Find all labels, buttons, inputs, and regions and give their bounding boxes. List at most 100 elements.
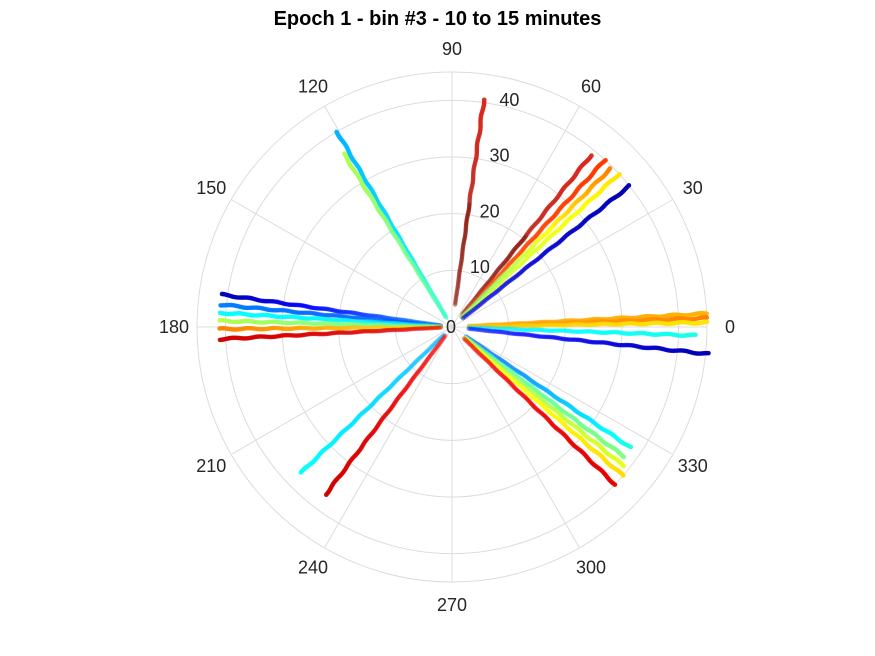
data-point [474, 343, 480, 349]
data-point [464, 309, 470, 315]
data-point [473, 323, 479, 329]
data-point [431, 325, 436, 331]
data-point [704, 311, 709, 316]
data-point [465, 338, 470, 343]
data-point [427, 324, 433, 330]
data-point [434, 322, 440, 328]
data-point [464, 338, 470, 344]
data-point [484, 323, 490, 329]
r-tick-label: 40 [499, 90, 519, 110]
data-point [436, 324, 442, 329]
data-point [438, 323, 444, 328]
data-point [473, 327, 479, 332]
data-point [462, 314, 467, 320]
data-point [465, 304, 471, 310]
data-point [462, 312, 468, 318]
data-point [603, 157, 608, 163]
data-point [484, 328, 489, 334]
data-point [429, 323, 435, 329]
data-point [484, 322, 490, 328]
data-point [441, 310, 446, 315]
data-point [470, 345, 476, 350]
data-point [480, 325, 486, 331]
data-point [474, 341, 479, 346]
data-point [473, 324, 479, 329]
data-point [473, 342, 478, 348]
data-point [431, 322, 437, 327]
data-point [626, 183, 632, 188]
data-point [628, 444, 634, 450]
data-point [466, 336, 472, 341]
data-point [439, 309, 445, 314]
data-point [438, 323, 444, 329]
data-point [467, 307, 472, 312]
data-point [427, 324, 433, 329]
data-point [469, 338, 475, 343]
data-point [431, 342, 436, 347]
data-point [470, 326, 475, 332]
data-point [469, 309, 474, 314]
data-point [475, 324, 481, 329]
data-point [441, 312, 447, 317]
theta-grid-spoke [230, 326, 453, 455]
data-point [440, 336, 446, 342]
data-point [469, 304, 475, 310]
data-point [436, 323, 442, 329]
data-point [435, 338, 440, 344]
data-point [475, 323, 481, 329]
data-point [466, 311, 471, 317]
data-point [472, 323, 477, 329]
data-point [479, 323, 484, 329]
data-point [469, 340, 475, 346]
data-point [453, 295, 459, 300]
data-point [217, 326, 222, 331]
data-point [463, 337, 468, 343]
data-point [453, 296, 459, 302]
data-point [427, 325, 433, 331]
data-points [217, 97, 711, 498]
data-point [463, 334, 469, 339]
data-point [472, 340, 478, 345]
data-point [429, 324, 435, 330]
data-point [460, 315, 465, 320]
data-point [480, 323, 486, 329]
data-point [436, 324, 442, 330]
data-point [468, 325, 474, 331]
data-point [453, 298, 458, 304]
data-point [477, 323, 482, 329]
theta-tick-label: 270 [437, 595, 467, 615]
data-point [426, 326, 431, 331]
data-point [463, 334, 468, 340]
data-point [438, 306, 443, 311]
data-point [471, 326, 477, 332]
data-point [433, 325, 438, 331]
r-tick-label: 0 [446, 317, 456, 337]
data-point [468, 339, 474, 344]
data-point [471, 341, 477, 346]
data-point [461, 310, 467, 315]
data-point [442, 313, 448, 319]
data-point [468, 323, 474, 329]
data-point [431, 323, 436, 329]
data-point [478, 327, 484, 333]
data-point [467, 310, 473, 315]
data-point [453, 300, 458, 306]
r-tick-label: 10 [470, 257, 490, 277]
data-point [480, 324, 486, 329]
theta-grid-spoke [451, 199, 674, 328]
data-point [461, 336, 467, 342]
axis-labels: 0 30 60 90 120 150 180 210 240 270 300 330 0 10 20 30 40 [159, 39, 735, 615]
data-point [424, 321, 430, 326]
data-point [459, 314, 465, 320]
data-point [468, 324, 474, 329]
data-point [425, 324, 431, 330]
data-point [475, 327, 481, 332]
data-point [462, 335, 468, 341]
data-point [422, 322, 428, 328]
data-point [441, 335, 447, 340]
data-point [472, 346, 477, 352]
data-point [420, 320, 426, 326]
theta-tick-label: 60 [581, 76, 601, 96]
data-point [466, 339, 472, 345]
data-point [462, 335, 468, 341]
